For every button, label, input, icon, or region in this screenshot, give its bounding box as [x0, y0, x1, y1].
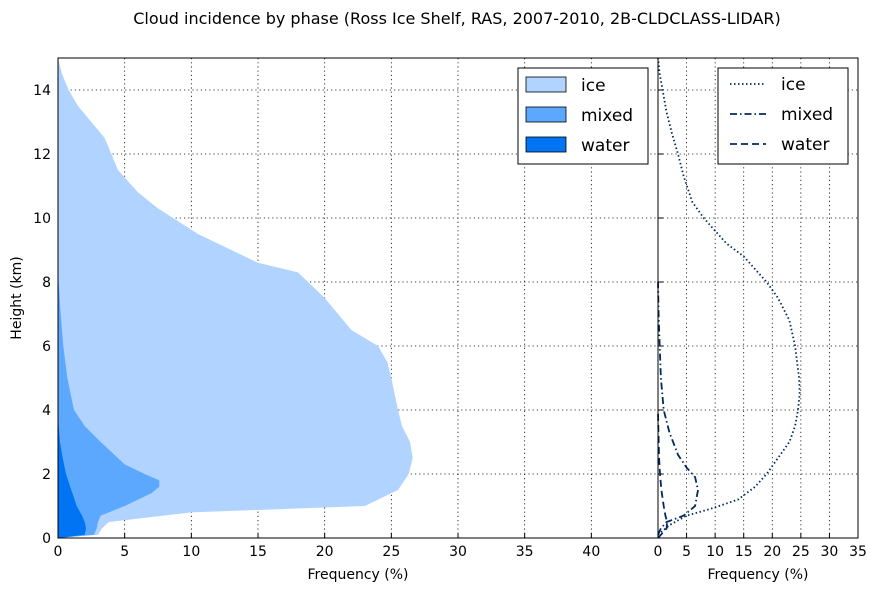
- right-x-tick-label: 10: [706, 544, 724, 560]
- left-x-tick-labels: 0 5 10 15 20 25 30 35 40: [54, 544, 601, 560]
- left-x-tick-label: 0: [54, 544, 63, 560]
- line-mixed: [657, 281, 699, 536]
- right-panel: 0 5 10 15 20 25 30 35 Frequency (%) ice mixed wat…: [654, 57, 867, 583]
- legend-label-mixed: mixed: [781, 105, 833, 125]
- right-line-series: [657, 57, 801, 539]
- right-legend-box: [717, 67, 849, 165]
- right-x-tick-label: 25: [792, 544, 810, 560]
- right-x-tick-label: 0: [654, 544, 663, 560]
- legend-label-ice: ice: [581, 76, 606, 96]
- legend-label-water: water: [581, 136, 629, 156]
- right-x-tick-label: 15: [735, 544, 753, 560]
- right-legend: ice mixed water: [717, 67, 849, 165]
- left-y-tick-label: 6: [42, 339, 51, 355]
- right-x-tick-label: 30: [821, 544, 839, 560]
- left-y-tick-label: 0: [42, 531, 51, 547]
- left-x-axis-label: Frequency (%): [307, 567, 408, 583]
- left-y-tick-label: 8: [42, 275, 51, 291]
- left-x-tick-label: 40: [582, 544, 600, 560]
- left-y-tick-label: 12: [33, 147, 51, 163]
- left-y-tick-labels: 0 2 4 6 8 10 12 14: [33, 83, 51, 547]
- left-panel: 0 5 10 15 20 25 30 35 40 0 2 4 6 8 10 12 14 Frequency (…: [9, 57, 858, 583]
- legend-swatch-water: [525, 136, 567, 153]
- right-x-axis-label: Frequency (%): [707, 567, 808, 583]
- legend-label-water: water: [781, 135, 829, 155]
- left-x-tick-label: 20: [316, 544, 334, 560]
- left-x-tick-label: 35: [516, 544, 534, 560]
- left-x-tick-label: 5: [120, 544, 129, 560]
- area-mixed: [58, 250, 160, 538]
- left-legend: ice mixed water: [517, 67, 649, 165]
- left-y-tick-label: 2: [42, 467, 51, 483]
- legend-label-ice: ice: [781, 75, 806, 95]
- left-x-tick-label: 25: [382, 544, 400, 560]
- legend-swatch-mixed: [525, 106, 567, 123]
- left-y-tick-label: 4: [42, 403, 51, 419]
- left-stacked-areas: [58, 58, 413, 538]
- figure-title: Cloud incidence by phase (Ross Ice Shelf…: [133, 9, 781, 28]
- right-x-tick-label: 20: [763, 544, 781, 560]
- left-x-tick-label: 10: [182, 544, 200, 560]
- left-y-tick-label: 10: [33, 211, 51, 227]
- right-x-tick-label: 5: [682, 544, 691, 560]
- right-x-tick-label: 35: [849, 544, 867, 560]
- line-water: [657, 409, 669, 539]
- right-plot-frame: [657, 57, 859, 539]
- y-axis-label: Height (km): [9, 256, 25, 339]
- left-y-tick-label: 14: [33, 83, 51, 99]
- right-x-tick-labels: 0 5 10 15 20 25 30 35: [654, 544, 867, 560]
- left-x-tick-label: 30: [449, 544, 467, 560]
- area-ice: [58, 58, 413, 538]
- legend-label-mixed: mixed: [581, 106, 633, 126]
- legend-swatch-ice: [525, 76, 567, 93]
- area-water: [58, 410, 86, 538]
- left-x-tick-label: 15: [249, 544, 267, 560]
